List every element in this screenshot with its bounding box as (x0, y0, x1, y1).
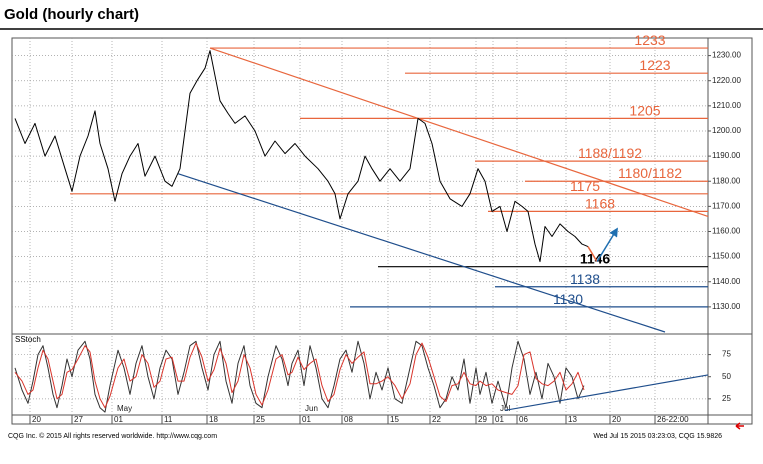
trend-line (504, 374, 709, 411)
x-tick-label: 01 (114, 415, 123, 424)
y-tick-label: 1150.00 (712, 252, 741, 261)
x-tick-label: 08 (344, 415, 353, 424)
x-tick-label: 20 (32, 415, 41, 424)
level-label: 1205 (629, 102, 660, 118)
y-tick-label: 1180.00 (712, 176, 741, 185)
y-tick-label: 1210.00 (712, 101, 741, 110)
y-tick-label: 75 (722, 350, 731, 359)
y-tick-label: 25 (722, 394, 731, 403)
scroll-arrow (735, 422, 744, 430)
level-label: 1188/1192 (578, 145, 642, 161)
x-tick-label: 25 (256, 415, 265, 424)
x-tick-label: 20 (612, 415, 621, 424)
frame (11, 37, 753, 425)
x-tick-label: 01 (302, 415, 311, 424)
x-tick-label: 22 (432, 415, 441, 424)
x-tick-label: 26-22:00 (657, 415, 689, 424)
level-label: 1233 (634, 32, 665, 48)
level-label: 1180/1182 (618, 165, 682, 181)
trend-line (209, 47, 709, 217)
y-tick-label: 1190.00 (712, 151, 741, 160)
y-tick-label: 1140.00 (712, 277, 741, 286)
oscillator-line (14, 342, 585, 409)
footer-right: Wed Jul 15 2015 03:23:03, CQG 15.9826 (593, 433, 722, 440)
level-label: 1175 (570, 178, 600, 194)
x-tick-label: 27 (74, 415, 83, 424)
y-tick-label: 1170.00 (712, 201, 741, 210)
level-label: 1168 (585, 195, 615, 211)
footer-left: CQG Inc. © 2015 All rights reserved worl… (8, 432, 217, 440)
y-tick-label: 1130.00 (712, 302, 741, 311)
price-line (14, 50, 589, 263)
projection-arrow (587, 246, 598, 263)
y-tick-label: 50 (722, 372, 731, 381)
x-tick-label: 13 (568, 415, 577, 424)
oscillator-line (14, 340, 585, 413)
x-tick-label: 15 (390, 415, 399, 424)
indicator-label: SStoch (15, 335, 41, 344)
y-tick-label: 1230.00 (712, 51, 741, 60)
month-label: Jul (500, 404, 510, 413)
chart-title: Gold (hourly chart) (4, 6, 139, 23)
x-tick-label: 29 (478, 415, 487, 424)
x-tick-label: 01 (495, 415, 504, 424)
level-label: 1138 (570, 271, 600, 287)
x-tick-label: 18 (209, 415, 218, 424)
trend-line (177, 173, 666, 333)
month-label: May (117, 404, 132, 413)
x-tick-label: 06 (519, 415, 528, 424)
month-label: Jun (305, 404, 318, 413)
projection-arrow (596, 227, 618, 263)
y-tick-label: 1220.00 (712, 76, 741, 85)
x-tick-label: 11 (164, 415, 173, 424)
level-label: 1223 (639, 57, 670, 73)
y-tick-label: 1160.00 (712, 227, 741, 236)
y-tick-label: 1200.00 (712, 126, 741, 135)
